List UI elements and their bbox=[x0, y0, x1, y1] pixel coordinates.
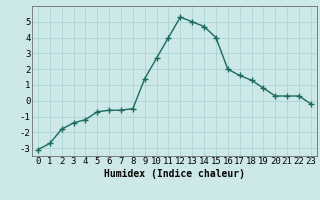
X-axis label: Humidex (Indice chaleur): Humidex (Indice chaleur) bbox=[104, 169, 245, 179]
